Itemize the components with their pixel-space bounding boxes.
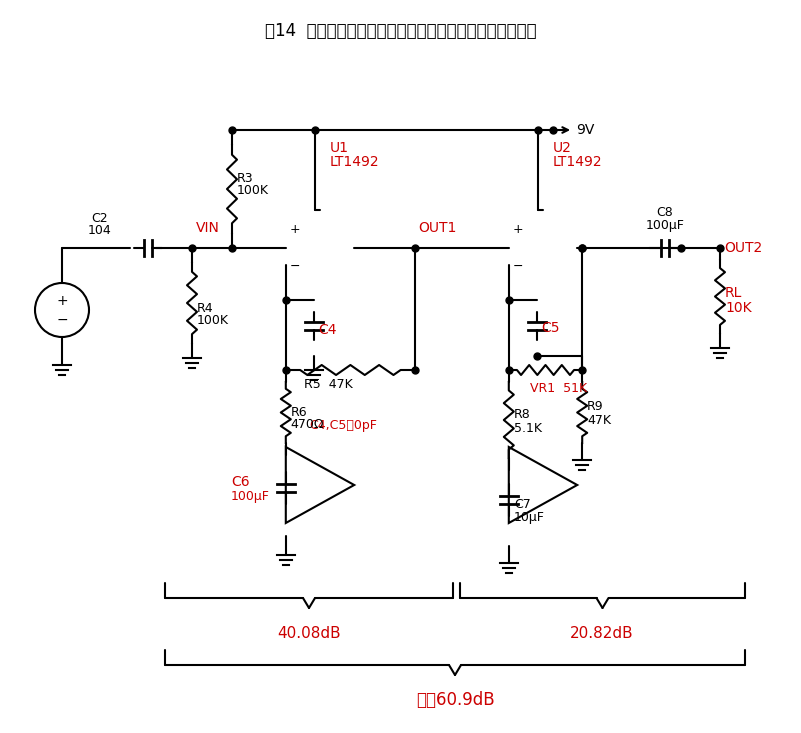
Text: U1: U1 <box>330 141 349 155</box>
Text: R8: R8 <box>513 408 530 421</box>
Text: 40.08dB: 40.08dB <box>277 625 340 641</box>
Text: R4: R4 <box>197 301 214 314</box>
Text: LT1492: LT1492 <box>553 155 602 169</box>
Text: OUT1: OUT1 <box>418 221 457 235</box>
Text: 合計60.9dB: 合計60.9dB <box>416 691 494 709</box>
Text: −: − <box>513 259 523 273</box>
Text: +: + <box>56 294 68 308</box>
Text: +: + <box>290 224 300 236</box>
Text: +: + <box>513 224 523 236</box>
Text: LT1492: LT1492 <box>330 155 380 169</box>
Text: OUT2: OUT2 <box>724 241 763 255</box>
Text: VIN: VIN <box>196 221 220 235</box>
Text: 10K: 10K <box>725 301 751 315</box>
Text: 100μF: 100μF <box>646 219 684 232</box>
Text: U2: U2 <box>553 141 572 155</box>
Text: R3: R3 <box>237 172 254 185</box>
Text: RL: RL <box>725 286 743 300</box>
Text: R5  47K: R5 47K <box>304 377 352 391</box>
Text: C2: C2 <box>91 212 108 224</box>
Text: 470Ω: 470Ω <box>291 419 324 432</box>
Text: 100K: 100K <box>197 314 229 328</box>
Text: C4: C4 <box>318 323 336 337</box>
Text: C4,C5は0pF: C4,C5は0pF <box>309 419 376 432</box>
Text: −: − <box>290 259 300 273</box>
Text: 20.82dB: 20.82dB <box>570 625 634 641</box>
Text: R9: R9 <box>587 400 604 413</box>
Text: 9V: 9V <box>576 123 594 137</box>
Text: C5: C5 <box>541 321 559 335</box>
Text: C6: C6 <box>231 476 249 490</box>
Text: 100μF: 100μF <box>231 490 270 503</box>
Text: R6: R6 <box>291 405 308 419</box>
Text: 100K: 100K <box>237 185 269 197</box>
Text: 図14  オペアンプ自身の周波数特性シミュレーション回路: 図14 オペアンプ自身の周波数特性シミュレーション回路 <box>264 22 537 40</box>
Text: −: − <box>56 313 68 327</box>
Text: 104: 104 <box>88 224 112 237</box>
Text: 10μF: 10μF <box>513 512 545 525</box>
Text: C8: C8 <box>657 207 674 219</box>
Text: 5.1K: 5.1K <box>513 421 541 435</box>
Text: C7: C7 <box>513 498 530 512</box>
Text: 47K: 47K <box>587 413 611 427</box>
Text: VR1  51K: VR1 51K <box>530 381 587 394</box>
